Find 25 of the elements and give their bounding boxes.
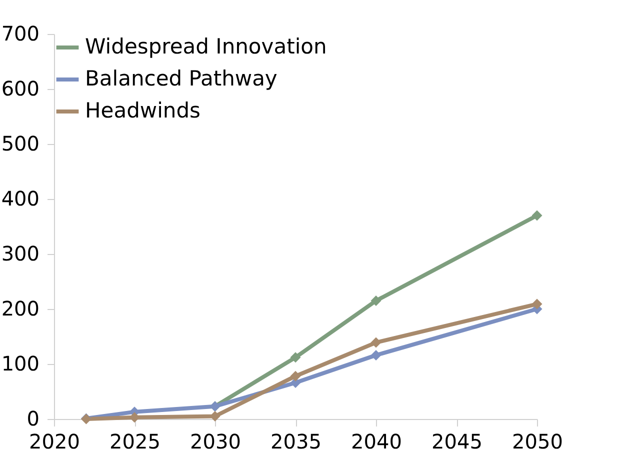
x-tick-label: 2050	[512, 430, 563, 454]
x-tick-label: 2025	[110, 430, 160, 454]
y-tick-label: 700	[1, 22, 40, 46]
point	[370, 350, 382, 360]
y-tick-label: 500	[1, 132, 40, 156]
legend-label: Widespread Innovation	[85, 34, 327, 58]
legend-label: Balanced Pathway	[85, 66, 278, 90]
point	[532, 210, 542, 221]
point	[370, 296, 382, 306]
y-tick-label: 100	[1, 352, 40, 376]
x-tick-label: 2020	[29, 430, 80, 454]
x-tick-label: 2045	[432, 430, 482, 454]
legend-label: Headwinds	[85, 98, 200, 122]
y-tick-label: 400	[1, 186, 40, 210]
y-tick-label: 200	[1, 296, 40, 320]
y-tick-label: 600	[1, 76, 40, 100]
x-tick-label: 2035	[270, 430, 322, 454]
point	[290, 352, 301, 363]
point	[532, 298, 542, 310]
y-tick-label: 0	[26, 406, 40, 430]
y-tick-label: 300	[1, 242, 40, 266]
point	[370, 337, 382, 348]
x-tick-label: 2040	[351, 430, 402, 454]
x-tick-label: 2030	[190, 430, 241, 454]
point	[290, 370, 301, 382]
